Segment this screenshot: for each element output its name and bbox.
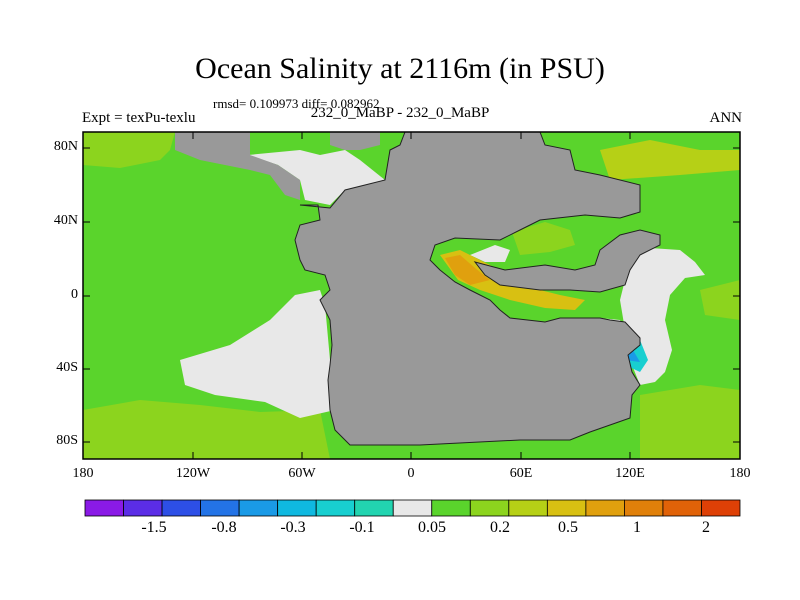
map-subtitle-stats: rmsd= 0.109973 diff= 0.082962 — [213, 96, 380, 111]
ocean-zone-south-pacific — [83, 400, 330, 459]
positive-anomaly-inner-sea — [512, 222, 575, 255]
colorbar-swatch — [84, 499, 124, 517]
lon-label-120w: 120W — [175, 466, 211, 481]
colorbar-label: 2 — [702, 519, 710, 536]
lat-label-40s: 40S — [56, 360, 78, 375]
colorbar-label: -0.8 — [211, 519, 237, 536]
colorbar-swatch — [469, 499, 510, 517]
ocean-zone-east-equator — [700, 280, 740, 320]
colorbar-swatch — [354, 499, 394, 517]
near-zero-north-atlantic — [248, 150, 385, 205]
colorbar-swatch — [277, 499, 317, 517]
land-east-peninsula — [473, 229, 661, 293]
land-north-west — [175, 132, 300, 200]
lat-label-80n: 80N — [53, 139, 78, 154]
colorbar-label: -0.1 — [349, 519, 375, 536]
colorbar-label: -0.3 — [280, 519, 306, 536]
lat-label-80s: 80S — [56, 433, 78, 448]
map-title: Ocean Salinity at 2116m (in PSU) — [195, 52, 605, 85]
lon-label-60w: 60W — [288, 466, 316, 481]
lat-label-40n: 40N — [53, 213, 78, 228]
land-supercontinent — [294, 131, 641, 446]
colorbar-label: 1 — [633, 519, 641, 536]
lon-label-180w: 180 — [72, 466, 94, 481]
colorbar-swatch — [161, 499, 201, 517]
colorbar-swatch — [508, 499, 548, 517]
colorbar-swatch — [585, 499, 625, 517]
colorbar-swatch — [662, 499, 702, 517]
positive-anomaly-orange — [445, 255, 490, 285]
colorbar-label: 0.2 — [490, 519, 510, 536]
colorbar-swatch — [546, 499, 587, 517]
colorbar-swatch — [431, 499, 471, 517]
near-zero-inner-sea — [470, 245, 510, 262]
colorbar-label: 0.05 — [418, 519, 446, 536]
lon-label-60e: 60E — [509, 466, 533, 481]
season-label: ANN — [709, 110, 743, 126]
lat-label-0: 0 — [71, 287, 78, 302]
colorbar-swatch — [392, 499, 433, 517]
comparison-label: 232_0_MaBP - 232_0_MaBP — [310, 105, 490, 121]
colorbar-swatch — [315, 499, 356, 517]
colorbar-label: 0.5 — [558, 519, 578, 536]
land-north-ridge — [330, 132, 380, 150]
colorbar-swatch — [200, 499, 240, 517]
colorbar-swatch — [123, 499, 163, 517]
ocean-zone-north-pacific — [83, 132, 175, 168]
ocean-zone-southeast — [640, 385, 740, 459]
near-zero-south-atlantic — [180, 290, 335, 418]
colorbar-label: -1.5 — [141, 519, 167, 536]
colorbar-swatch — [624, 499, 664, 517]
colorbar — [84, 499, 741, 517]
colorbar-swatch — [701, 499, 741, 517]
experiment-label: Expt = texPu-texlu — [82, 110, 196, 126]
colorbar-swatch — [238, 499, 279, 517]
lon-label-120e: 120E — [615, 466, 645, 481]
ocean-zone-north-east — [600, 140, 740, 180]
lon-label-0: 0 — [407, 466, 415, 481]
lon-label-180e: 180 — [729, 466, 751, 481]
